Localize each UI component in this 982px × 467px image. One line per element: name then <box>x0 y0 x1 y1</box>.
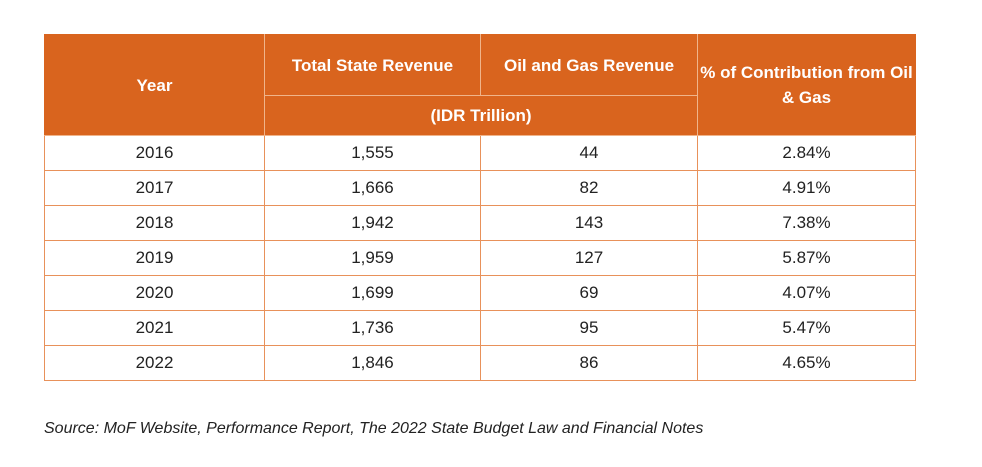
year-cell: 2020 <box>44 275 265 311</box>
contribution-cell: 4.65% <box>697 345 916 381</box>
contribution-cell: 4.07% <box>697 275 916 311</box>
oil-gas-revenue-cell: 69 <box>480 275 698 311</box>
oil-gas-revenue-cell: 44 <box>480 135 698 171</box>
year-cell: 2016 <box>44 135 265 171</box>
table-row: 2016 1,555 44 2.84% <box>44 135 916 171</box>
unit-header-row: (IDR Trillion) <box>45 95 916 136</box>
table-row: 2017 1,666 82 4.91% <box>44 170 916 206</box>
year-header: Year <box>44 34 265 136</box>
oil-gas-revenue-cell: 95 <box>480 310 698 346</box>
year-cell: 2017 <box>44 170 265 206</box>
table-row: 2022 1,846 86 4.65% <box>44 345 916 381</box>
table-row: 2021 1,736 95 5.47% <box>44 310 916 346</box>
total-revenue-header: Total State Revenue <box>264 34 481 96</box>
contribution-cell: 5.87% <box>697 240 916 276</box>
revenue-table: Year Total State Revenue Oil and Gas Rev… <box>44 34 916 381</box>
table-row: 2020 1,699 69 4.07% <box>44 275 916 311</box>
contribution-cell: 5.47% <box>697 310 916 346</box>
unit-header: (IDR Trillion) <box>264 95 698 136</box>
year-cell: 2018 <box>44 205 265 241</box>
table-body: 2016 1,555 44 2.84% 2017 1,666 82 4.91% 2018 1,94… <box>44 135 916 381</box>
contribution-cell: 4.91% <box>697 170 916 206</box>
year-cell: 2022 <box>44 345 265 381</box>
total-revenue-cell: 1,846 <box>264 345 481 381</box>
total-revenue-cell: 1,942 <box>264 205 481 241</box>
contribution-cell: 2.84% <box>697 135 916 171</box>
table-row: 2019 1,959 127 5.87% <box>44 240 916 276</box>
oil-gas-revenue-cell: 127 <box>480 240 698 276</box>
oil-gas-revenue-cell: 143 <box>480 205 698 241</box>
year-cell: 2021 <box>44 310 265 346</box>
header-row: Year Total State Revenue Oil and Gas Rev… <box>44 34 916 136</box>
total-revenue-cell: 1,736 <box>264 310 481 346</box>
table-row: 2018 1,942 143 7.38% <box>44 205 916 241</box>
year-cell: 2019 <box>44 240 265 276</box>
total-revenue-cell: 1,666 <box>264 170 481 206</box>
total-revenue-cell: 1,959 <box>264 240 481 276</box>
oil-gas-revenue-cell: 82 <box>480 170 698 206</box>
table-header: Year Total State Revenue Oil and Gas Rev… <box>44 34 916 136</box>
contribution-header: % of Contribution from Oil & Gas <box>697 34 916 136</box>
total-revenue-cell: 1,699 <box>264 275 481 311</box>
source-note: Source: MoF Website, Performance Report,… <box>44 420 704 437</box>
oil-gas-revenue-cell: 86 <box>480 345 698 381</box>
contribution-cell: 7.38% <box>697 205 916 241</box>
total-revenue-cell: 1,555 <box>264 135 481 171</box>
oil-gas-revenue-header: Oil and Gas Revenue <box>480 34 698 96</box>
